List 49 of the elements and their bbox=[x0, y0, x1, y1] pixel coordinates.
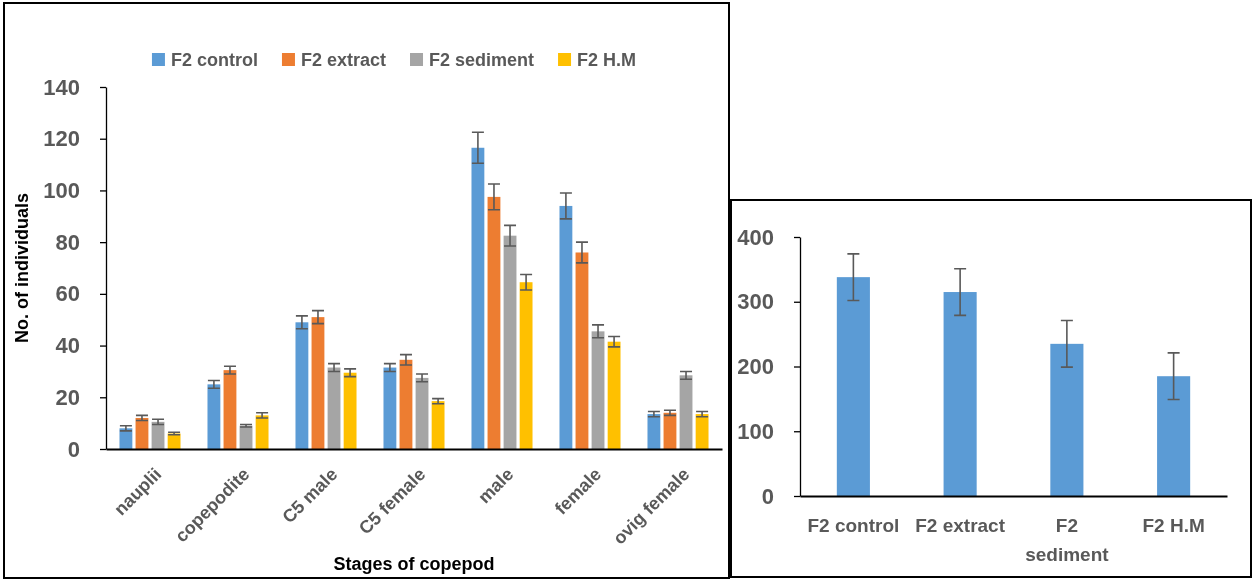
y-tick-label: 80 bbox=[55, 229, 80, 255]
y-tick-label: 140 bbox=[43, 74, 80, 100]
bar bbox=[695, 414, 709, 449]
bar bbox=[255, 415, 269, 449]
y-tick-label: 200 bbox=[737, 354, 774, 380]
legend-label: F2 sediment bbox=[429, 50, 535, 71]
bar bbox=[471, 147, 485, 449]
bar bbox=[487, 196, 501, 449]
x-tick-label: F2 H.M bbox=[1142, 515, 1205, 536]
y-tick-label: 40 bbox=[55, 333, 80, 359]
x-tick-label: F2 sediment bbox=[1025, 515, 1110, 565]
bar bbox=[679, 375, 693, 449]
legend-label: F2 extract bbox=[300, 50, 387, 71]
bar bbox=[519, 282, 533, 449]
bar bbox=[943, 292, 977, 496]
bar bbox=[295, 322, 309, 449]
bar bbox=[647, 414, 661, 449]
x-tick-label: F2 extract bbox=[915, 515, 1006, 536]
bar bbox=[327, 367, 341, 449]
bar bbox=[383, 367, 397, 449]
bar bbox=[591, 331, 605, 449]
y-tick-label: 100 bbox=[43, 177, 80, 203]
bar bbox=[207, 384, 221, 449]
y-tick-label: 300 bbox=[737, 289, 774, 315]
y-axis-title: No. of individuals bbox=[12, 192, 32, 344]
y-tick-label: 0 bbox=[761, 483, 774, 509]
bar bbox=[223, 370, 237, 449]
bar bbox=[311, 317, 325, 449]
x-tick-label: F2 control bbox=[807, 515, 900, 536]
x-axis-title: Stages of copepod bbox=[333, 554, 495, 574]
bar bbox=[836, 277, 870, 496]
bar bbox=[1157, 376, 1191, 496]
legend-label: F2 control bbox=[170, 50, 258, 71]
legend-label: F2 H.M bbox=[577, 50, 637, 71]
bar bbox=[343, 372, 357, 449]
bar bbox=[607, 341, 621, 449]
bar bbox=[415, 377, 429, 449]
y-tick-label: 400 bbox=[737, 224, 774, 250]
y-tick-label: 60 bbox=[55, 281, 80, 307]
y-tick-label: 100 bbox=[737, 418, 774, 444]
bar bbox=[559, 205, 573, 449]
bar bbox=[575, 252, 589, 449]
y-tick-label: 120 bbox=[43, 126, 80, 152]
y-tick-label: 20 bbox=[55, 384, 80, 410]
bar bbox=[503, 235, 517, 449]
bar bbox=[1050, 343, 1084, 496]
y-tick-label: 0 bbox=[67, 436, 80, 462]
bar bbox=[431, 401, 445, 449]
bar bbox=[399, 359, 413, 449]
